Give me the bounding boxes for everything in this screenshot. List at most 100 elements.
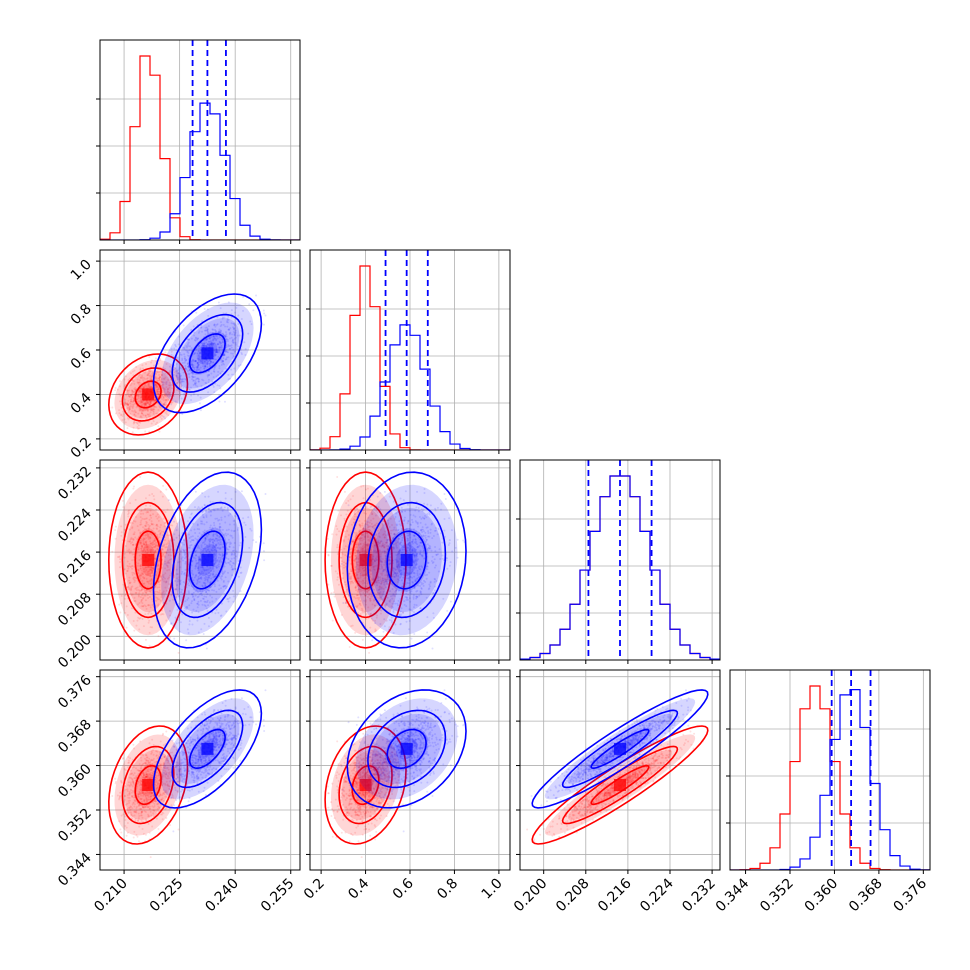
sample-point — [132, 426, 135, 429]
sample-point — [407, 543, 410, 546]
sample-point — [396, 564, 399, 567]
sample-point — [193, 331, 196, 334]
sample-point — [192, 573, 195, 576]
sample-point — [128, 377, 131, 380]
sample-point — [356, 551, 359, 554]
sample-point — [233, 557, 236, 560]
sample-point — [179, 550, 182, 553]
sample-point — [197, 566, 200, 569]
sample-point — [230, 346, 233, 349]
sample-point — [353, 511, 356, 514]
sample-point — [131, 522, 134, 525]
sample-point — [214, 354, 217, 357]
sample-point — [351, 540, 354, 543]
sample-point — [394, 623, 397, 626]
sample-point — [376, 541, 379, 544]
sample-point — [138, 602, 141, 605]
sample-point — [142, 537, 145, 540]
sample-point — [134, 592, 137, 595]
sample-point — [196, 338, 199, 341]
sample-point — [140, 574, 143, 577]
sample-point — [412, 560, 415, 563]
sample-point — [224, 587, 227, 590]
sample-point — [156, 392, 159, 395]
sample-point — [409, 544, 412, 547]
sample-point — [385, 545, 388, 548]
sample-point — [145, 577, 148, 580]
sample-point — [195, 368, 198, 371]
sample-point — [332, 591, 335, 594]
sample-point — [400, 613, 403, 616]
sample-point — [415, 555, 418, 558]
sample-point — [162, 403, 165, 406]
sample-point — [223, 316, 226, 319]
sample-point — [143, 408, 146, 411]
sample-point — [187, 338, 190, 341]
sample-point — [141, 546, 144, 549]
sample-point — [388, 563, 391, 566]
sample-point — [374, 514, 377, 517]
sample-point — [138, 427, 141, 430]
sample-point — [196, 365, 199, 368]
sample-point — [180, 557, 183, 560]
sample-point — [364, 567, 367, 570]
sample-point — [382, 593, 385, 596]
sample-point — [210, 528, 213, 531]
sample-point — [400, 571, 403, 574]
sample-point — [186, 598, 189, 601]
sample-point — [140, 549, 143, 552]
sample-point — [127, 510, 130, 513]
sample-point — [356, 590, 359, 593]
sample-point — [157, 425, 160, 428]
sample-point — [354, 572, 357, 575]
sample-point — [128, 528, 131, 531]
sample-point — [130, 400, 133, 403]
sample-point — [420, 587, 423, 590]
sample-point — [128, 552, 131, 555]
sample-point — [165, 363, 168, 366]
sample-point — [423, 502, 426, 505]
sample-point — [404, 528, 407, 531]
sample-point — [145, 517, 148, 520]
sample-point — [359, 539, 362, 542]
sample-point — [138, 617, 141, 620]
sample-point — [337, 583, 340, 586]
sample-point — [162, 517, 165, 520]
sample-point — [188, 349, 191, 352]
sample-point — [223, 571, 226, 574]
sample-point — [359, 542, 362, 545]
sample-point — [130, 536, 133, 539]
sample-point — [164, 417, 167, 420]
sample-point — [133, 548, 136, 551]
sample-point — [344, 602, 347, 605]
sample-point — [387, 559, 390, 562]
sample-point — [395, 572, 398, 575]
sample-point — [131, 431, 134, 434]
sample-point — [216, 537, 219, 540]
sample-point — [397, 579, 400, 582]
sample-point — [139, 415, 142, 418]
sample-point — [385, 541, 388, 544]
sample-point — [177, 580, 180, 583]
sample-point — [150, 361, 153, 364]
sample-point — [156, 389, 159, 392]
sample-point — [145, 540, 148, 543]
sample-point — [156, 586, 159, 589]
sample-point — [150, 565, 153, 568]
sample-point — [379, 612, 382, 615]
sample-point — [398, 542, 401, 545]
sample-point — [406, 503, 409, 506]
sample-point — [422, 584, 425, 587]
sample-point — [367, 589, 370, 592]
sample-point — [206, 365, 209, 368]
sample-point — [132, 399, 135, 402]
sample-point — [353, 521, 356, 524]
sample-point — [223, 353, 226, 356]
sample-point — [141, 364, 144, 367]
sample-point — [188, 546, 191, 549]
sample-point — [147, 603, 150, 606]
sample-point — [392, 543, 395, 546]
sample-point — [406, 549, 409, 552]
sample-point — [175, 349, 178, 352]
sample-point — [118, 385, 121, 388]
